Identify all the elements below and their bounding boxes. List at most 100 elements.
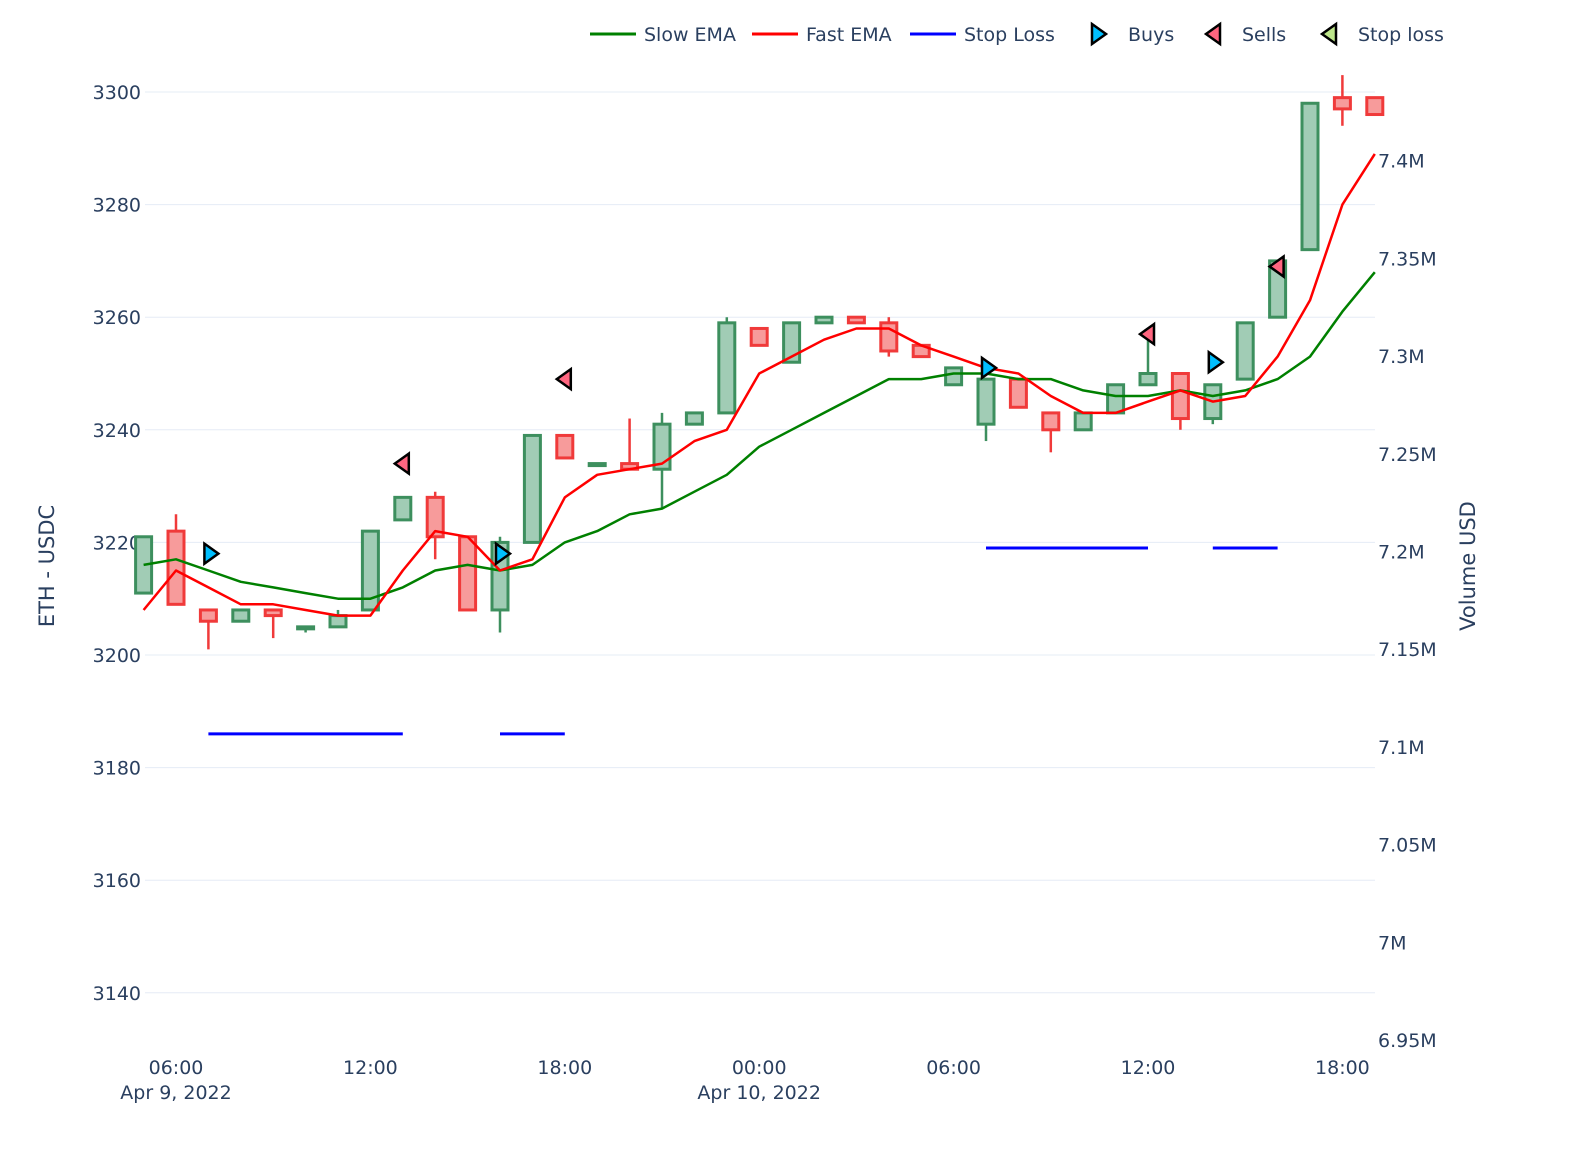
x-tick-label: 12:00 — [1121, 1057, 1176, 1079]
sell-marker — [1267, 254, 1285, 279]
candle-body — [1138, 372, 1158, 387]
y2-tick-label: 7.15M — [1378, 639, 1437, 661]
sell-marker — [1137, 321, 1156, 347]
candle-body — [814, 315, 834, 325]
candle-body — [134, 535, 154, 595]
slow-ema-line — [143, 271, 1376, 600]
candle-body — [263, 608, 283, 618]
legend-label: Slow EMA — [644, 24, 736, 46]
candle-body — [1008, 377, 1028, 409]
y-axis-title: ETH - USDC — [35, 505, 59, 627]
candle-body — [652, 422, 672, 471]
y2-axis-ticks: 6.95M 7M 7.05M 7.1M 7.15M 7.2M 7.25M 7.3M 7.35M 7… — [1378, 151, 1437, 1052]
x-tick-label: 12:00 — [343, 1057, 398, 1079]
y-tick-label: 3160 — [93, 870, 141, 892]
y2-axis-title: Volume USD — [1456, 501, 1480, 631]
buy-marker — [203, 541, 221, 567]
legend-label: Stop loss — [1358, 24, 1444, 46]
candle-body — [1073, 411, 1093, 432]
legend: Slow EMA Fast EMA Stop Loss Buys Sells Stop l… — [590, 21, 1444, 47]
candle-body — [425, 495, 445, 539]
candle-body — [1365, 96, 1385, 117]
grid-lines — [145, 91, 1375, 994]
legend-marker-swatch — [1319, 21, 1338, 47]
legend-label: Sells — [1242, 24, 1286, 46]
candle-body — [684, 411, 704, 426]
y-tick-label: 3280 — [93, 195, 141, 217]
y-tick-label: 3140 — [93, 983, 141, 1005]
y2-tick-label: 7.2M — [1378, 542, 1425, 564]
candle-body — [976, 377, 996, 426]
candle-body — [879, 321, 899, 353]
y-tick-label: 3240 — [93, 420, 141, 442]
y2-tick-label: 7.05M — [1378, 835, 1437, 857]
y2-tick-label: 7.4M — [1378, 151, 1425, 173]
x-tick-date-label: Apr 9, 2022 — [120, 1082, 231, 1104]
candle-body — [1332, 96, 1352, 111]
candle-body — [296, 625, 316, 631]
y-axis-ticks: 3140 3160 3180 3200 3220 3240 3260 3280 3300 — [93, 82, 141, 1005]
y2-tick-label: 7.1M — [1378, 737, 1425, 759]
candle-body — [360, 529, 380, 612]
candle-body — [1170, 372, 1190, 421]
legend-item: Buys — [1090, 21, 1174, 47]
y2-tick-label: 7.35M — [1378, 248, 1437, 270]
ema-series — [142, 153, 1376, 617]
candle-body — [846, 315, 866, 325]
candle-body — [555, 433, 575, 460]
sell-marker — [392, 451, 411, 477]
y-tick-label: 3220 — [93, 532, 141, 554]
legend-marker-swatch — [1090, 21, 1109, 47]
y2-tick-label: 7.25M — [1378, 444, 1437, 466]
y2-tick-label: 7M — [1378, 932, 1406, 954]
legend-label: Buys — [1128, 24, 1174, 46]
candle-body — [166, 529, 186, 606]
x-tick-label: 00:00 — [732, 1057, 787, 1079]
buy-marker — [980, 355, 999, 381]
y2-tick-label: 6.95M — [1378, 1030, 1437, 1052]
fast-ema-line — [142, 153, 1376, 617]
candles — [134, 75, 1385, 650]
candle-body — [1300, 101, 1320, 252]
trade-markers — [203, 254, 1285, 567]
buy-marker — [1207, 349, 1225, 375]
candle-body — [1106, 383, 1126, 415]
x-tick-label: 18:00 — [1315, 1057, 1370, 1079]
x-tick-label: 06:00 — [926, 1057, 981, 1079]
candle-body — [231, 608, 251, 623]
candle-body — [393, 495, 413, 522]
y2-tick-label: 7.3M — [1378, 346, 1425, 368]
legend-label: Stop Loss — [964, 24, 1055, 46]
x-tick-label: 18:00 — [537, 1057, 592, 1079]
legend-item: Slow EMA — [590, 24, 736, 46]
y-tick-label: 3300 — [93, 82, 141, 104]
candle-body — [458, 535, 478, 612]
candle-body — [1041, 411, 1061, 432]
candle-body — [522, 433, 542, 544]
y-tick-label: 3200 — [93, 645, 141, 667]
x-tick-label: 06:00 — [149, 1057, 204, 1079]
sell-marker — [554, 366, 573, 392]
legend-label: Fast EMA — [806, 24, 892, 46]
legend-item: Stop loss — [1319, 21, 1444, 47]
legend-item: Stop Loss — [910, 24, 1055, 46]
y-tick-label: 3180 — [93, 758, 141, 780]
candle-body — [1235, 321, 1255, 381]
candle-body — [944, 366, 964, 387]
candle-body — [587, 462, 607, 468]
legend-item: Fast EMA — [752, 24, 892, 46]
x-axis-ticks: 06:00 Apr 9, 2022 12:00 18:00 00:00 Apr 10, 2… — [120, 1057, 1370, 1104]
candle-body — [198, 608, 218, 623]
candle-body — [782, 321, 802, 364]
stop-loss-series — [208, 546, 1278, 736]
candle-body — [328, 614, 348, 629]
candle-body — [717, 321, 737, 415]
x-tick-date-label: Apr 10, 2022 — [697, 1082, 821, 1104]
legend-item: Sells — [1203, 21, 1286, 47]
buy-marker — [494, 541, 513, 567]
legend-marker-swatch — [1203, 21, 1222, 47]
candle-body — [749, 326, 769, 347]
y-tick-label: 3260 — [93, 307, 141, 329]
